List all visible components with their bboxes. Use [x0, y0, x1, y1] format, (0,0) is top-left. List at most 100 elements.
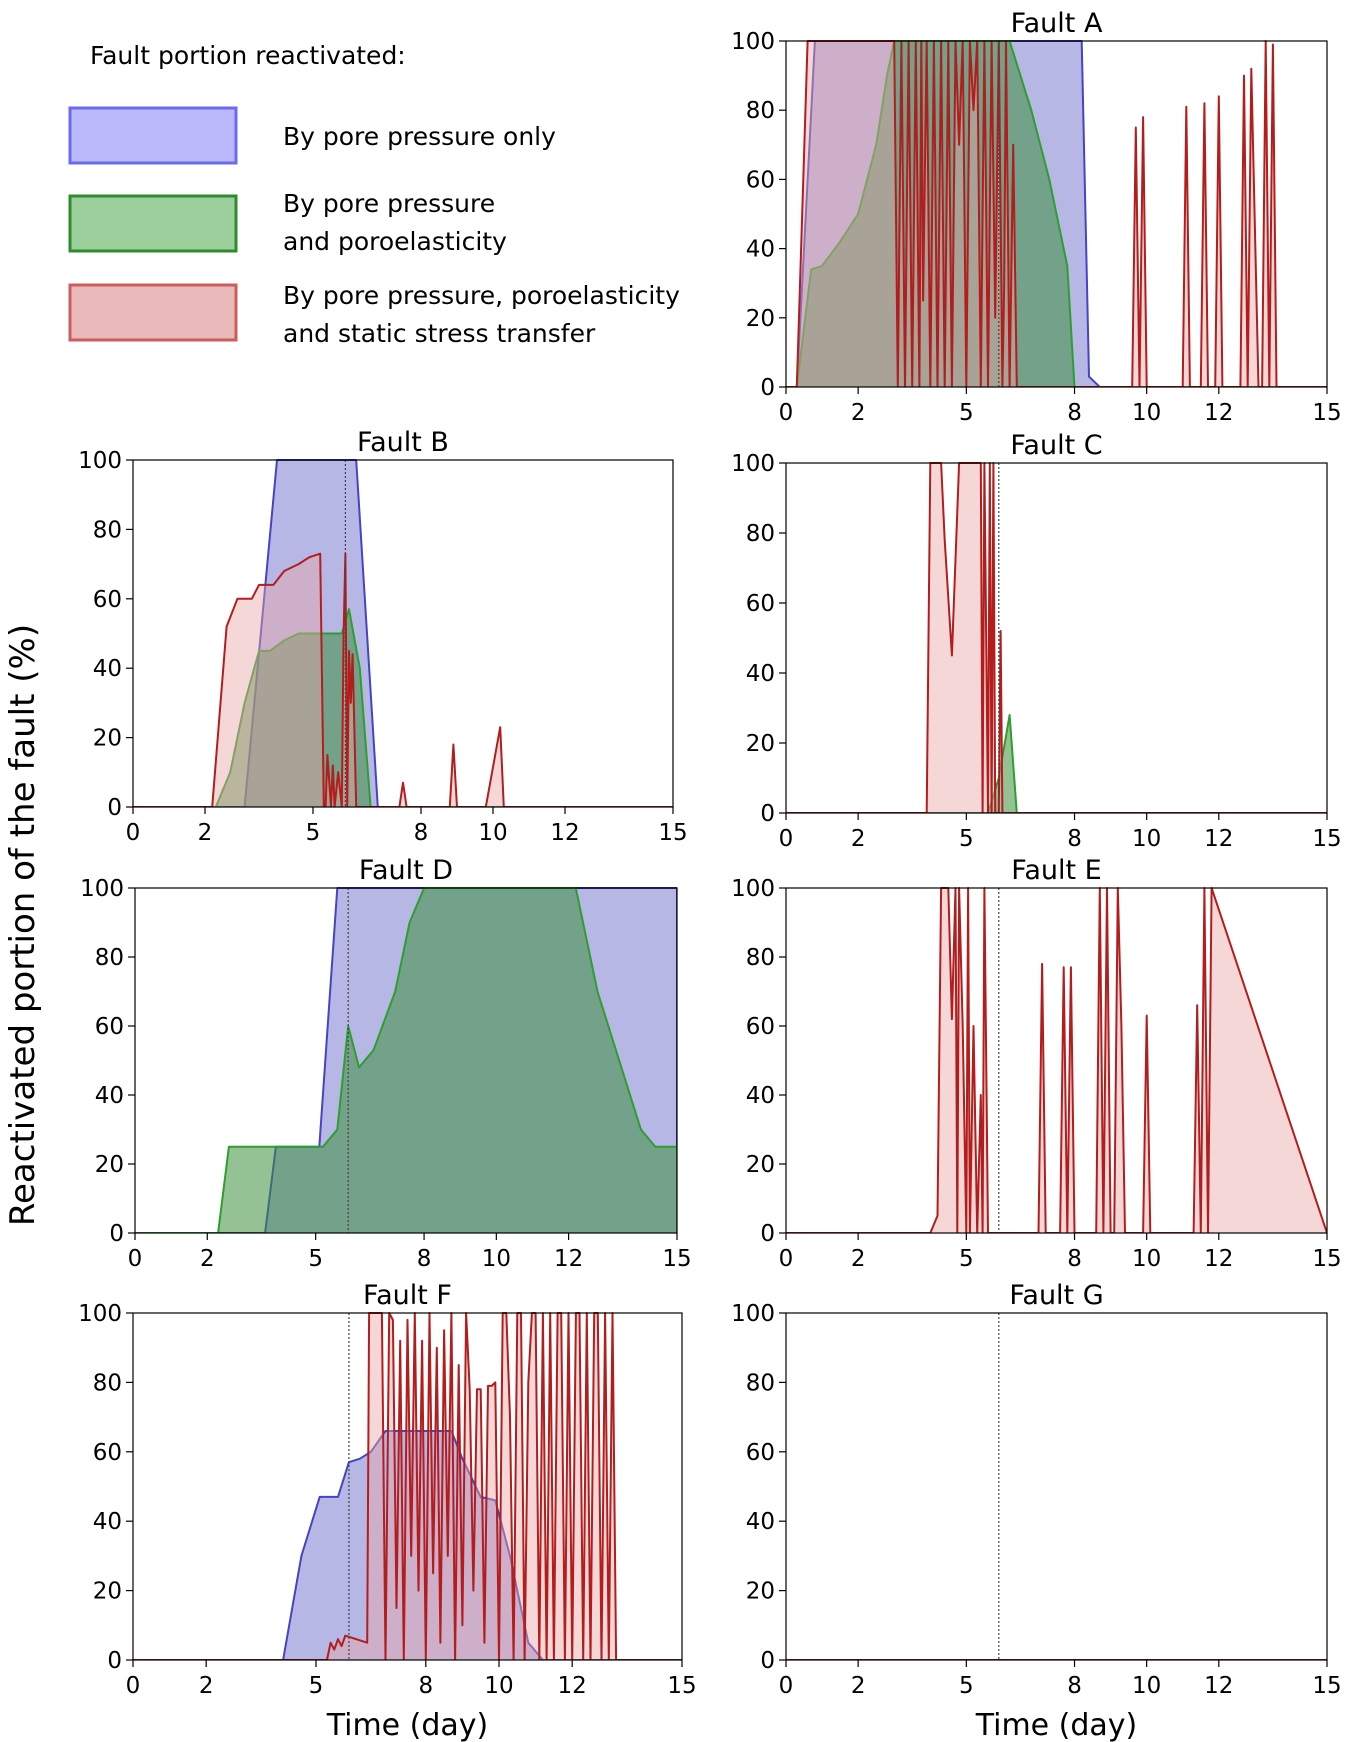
plot-area	[786, 887, 1327, 1233]
x-tick-label: 12	[1204, 1246, 1233, 1272]
y-tick-label: 0	[107, 795, 122, 821]
x-tick-label: 15	[1312, 826, 1341, 852]
series-red-area	[786, 888, 1327, 1233]
x-tick-label: 15	[658, 820, 687, 846]
x-axis-label: Time (day)	[975, 1708, 1138, 1742]
x-tick-label: 15	[1312, 400, 1341, 426]
y-tick-label: 0	[760, 1648, 775, 1674]
x-tick-label: 12	[1204, 400, 1233, 426]
x-tick-label: 5	[959, 400, 974, 426]
figure-y-label: Reactivated portion of the fault (%)	[3, 624, 43, 1226]
series-red-line	[133, 1312, 682, 1660]
x-tick-label: 10	[478, 820, 507, 846]
x-tick-label: 0	[779, 400, 794, 426]
x-tick-label: 5	[309, 1673, 324, 1699]
y-tick-label: 60	[95, 1014, 124, 1040]
x-tick-label: 10	[1132, 400, 1161, 426]
y-tick-label: 80	[93, 1370, 122, 1396]
x-tick-label: 10	[1132, 1246, 1161, 1272]
y-tick-label: 40	[93, 656, 122, 682]
y-tick-label: 60	[93, 1440, 122, 1466]
panel-fault-b: 0 2 5 8 10 12 15 0 20 40 60 80 100 Fault B	[78, 427, 688, 846]
series-blue-line	[133, 459, 673, 807]
plot-area	[786, 462, 1327, 813]
panel-fault-a: 0 2 5 8 10 12 15 0 20 40 60 80 100 Fault A	[731, 8, 1342, 426]
x-tick-label: 10	[482, 1246, 511, 1272]
y-tick-label: 100	[78, 1301, 122, 1327]
x-tick-label: 5	[306, 820, 321, 846]
y-tick-label: 40	[746, 1509, 775, 1535]
series-green-line	[786, 40, 1327, 387]
x-tick-label: 0	[128, 1246, 143, 1272]
x-tick-label: 15	[662, 1246, 691, 1272]
legend-label-line: and poroelasticity	[283, 227, 507, 256]
panel-fault-c: 0 2 5 8 10 12 15 0 20 40 60 80 100 Fault C	[731, 430, 1342, 852]
y-tick-label: 0	[760, 1221, 775, 1247]
y-tick-label: 0	[760, 375, 775, 401]
x-tick-label: 2	[851, 1246, 866, 1272]
y-tick-label: 40	[746, 661, 775, 687]
x-tick-label: 2	[198, 820, 213, 846]
y-tick-label: 80	[746, 98, 775, 124]
axes-frame	[785, 1312, 1328, 1661]
panel-fault-e: 0 2 5 8 10 12 15 0 20 40 60 80 100 Fault E	[731, 855, 1342, 1272]
plot-area	[786, 40, 1327, 387]
series-green-line	[133, 608, 673, 807]
series-green-line	[786, 714, 1327, 813]
y-tick-label: 60	[746, 591, 775, 617]
legend-item-1: By pore pressure only	[68, 106, 556, 165]
y-tick-label: 40	[746, 237, 775, 263]
series-green-line	[135, 887, 677, 1233]
x-tick-label: 2	[199, 1673, 214, 1699]
series-red-line	[786, 40, 1327, 387]
y-tick-label: 0	[760, 801, 775, 827]
panel-fault-d: 0 2 5 8 10 12 15 0 20 40 60 80 100 Fault D	[80, 855, 692, 1272]
x-tick-label: 15	[1312, 1246, 1341, 1272]
panel-fault-f: 0 2 5 8 10 12 15 0 20 40 60 80 100 Fault F Time (day)	[78, 1280, 697, 1742]
y-tick-label: 100	[731, 29, 775, 55]
y-tick-label: 100	[731, 1301, 775, 1327]
x-axis-label: Time (day)	[326, 1708, 489, 1742]
x-tick-label: 15	[1312, 1673, 1341, 1699]
axes-frame	[785, 40, 1328, 388]
axes-frame	[134, 887, 678, 1234]
x-tick-label: 10	[484, 1673, 513, 1699]
x-tick-label: 0	[779, 1246, 794, 1272]
x-tick-label: 8	[414, 820, 429, 846]
x-tick-label: 5	[959, 1246, 974, 1272]
y-tick-label: 20	[93, 726, 122, 752]
y-tick-label: 100	[80, 876, 124, 902]
series-red-line	[786, 462, 1327, 813]
x-tick-label: 0	[126, 820, 141, 846]
legend-swatch	[68, 283, 238, 342]
legend-label-line: By pore pressure	[283, 189, 495, 218]
legend-item-3: By pore pressure, poroelasticity and stat…	[68, 281, 680, 348]
x-tick-label: 12	[1204, 1673, 1233, 1699]
x-tick-label: 8	[418, 1673, 433, 1699]
x-tick-label: 0	[126, 1673, 141, 1699]
x-tick-label: 2	[851, 400, 866, 426]
y-tick-label: 40	[93, 1509, 122, 1535]
y-tick-label: 100	[731, 451, 775, 477]
y-tick-label: 20	[746, 1579, 775, 1605]
y-tick-label: 20	[95, 1152, 124, 1178]
x-tick-label: 5	[959, 826, 974, 852]
x-tick-label: 12	[558, 1673, 587, 1699]
y-tick-label: 20	[746, 1152, 775, 1178]
y-tick-label: 40	[95, 1083, 124, 1109]
x-tick-label: 5	[959, 1673, 974, 1699]
legend-label-line: By pore pressure, poroelasticity	[283, 281, 680, 310]
plot-area	[133, 459, 673, 807]
panel-title: Fault A	[1011, 8, 1103, 39]
axes-frame	[132, 1312, 683, 1661]
series-green-area	[135, 888, 677, 1233]
y-tick-label: 60	[746, 1440, 775, 1466]
x-tick-label: 0	[779, 1673, 794, 1699]
legend: Fault portion reactivated: By pore press…	[68, 41, 680, 348]
panel-fault-g: 0 2 5 8 10 12 15 0 20 40 60 80 100 Fault G Time (day)	[731, 1280, 1342, 1742]
x-tick-label: 0	[779, 826, 794, 852]
panel-title: Fault F	[363, 1280, 452, 1311]
panel-title: Fault G	[1009, 1280, 1103, 1311]
